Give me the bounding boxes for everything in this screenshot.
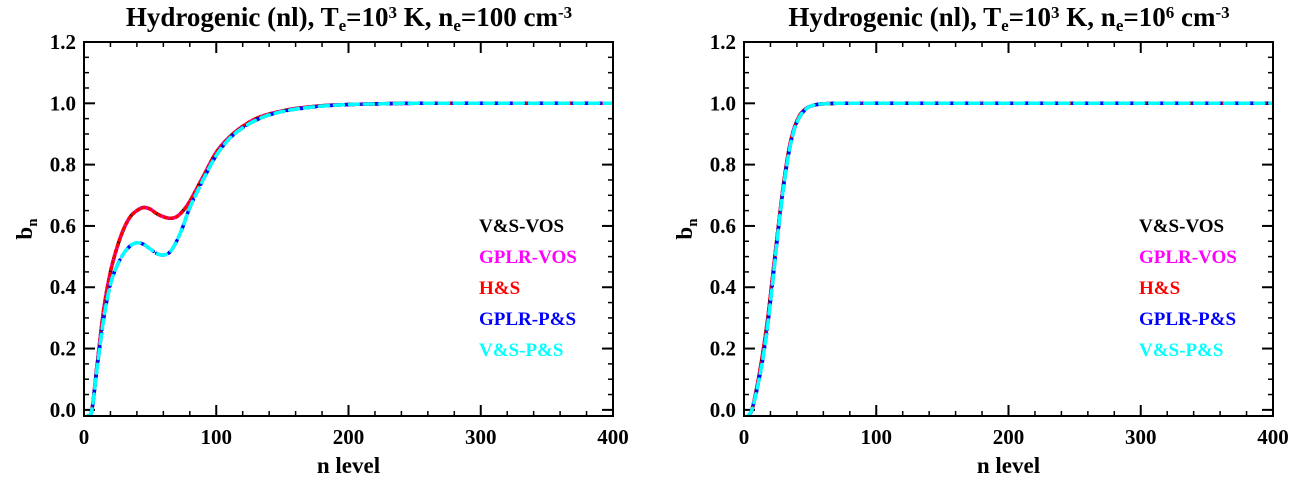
title-text: =10: [1009, 2, 1051, 32]
legend-entry: GPLR-P&S: [1139, 309, 1236, 330]
y-tick-label: 0.8: [50, 153, 76, 177]
y-tick-label: 0.6: [710, 214, 736, 238]
y-axis-label-main: b: [672, 227, 697, 240]
x-tick-label: 200: [993, 425, 1025, 449]
legend-entry: GPLR-VOS: [479, 247, 577, 268]
x-tick-label: 0: [739, 425, 750, 449]
x-tick-label: 200: [333, 425, 365, 449]
legend-entry: V&S-P&S: [1139, 340, 1223, 361]
title-superscript: -3: [1216, 3, 1230, 22]
title-text: =10: [346, 2, 388, 32]
chart-title: Hydrogenic (nl), Te=103 K, ne=100 cm-3: [126, 2, 572, 35]
series-line-v-s-p-s: [86, 101, 613, 416]
legend-entry: H&S: [479, 278, 520, 299]
title-text: =100 cm: [461, 2, 559, 32]
y-axis-label-subscript: n: [685, 218, 701, 227]
x-axis-label: n level: [977, 453, 1040, 478]
title-text: Hydrogenic (nl), T: [788, 2, 1001, 32]
chart-title: Hydrogenic (nl), Te=103 K, ne=106 cm-3: [788, 2, 1229, 35]
y-tick-label: 0.4: [710, 275, 737, 299]
x-tick-label: 400: [597, 425, 629, 449]
chart-2: Hydrogenic (nl), Te=103 K, ne=106 cm-30 1…: [672, 2, 1289, 478]
x-tick-label: 0: [79, 425, 90, 449]
title-superscript: 3: [1051, 3, 1060, 22]
x-tick-label: 400: [1257, 425, 1289, 449]
y-tick-label: 0.2: [50, 337, 76, 361]
y-tick-label: 0.4: [50, 275, 77, 299]
series-group: [86, 101, 613, 416]
title-superscript: 6: [1166, 3, 1175, 22]
title-subscript: e: [339, 16, 347, 35]
plot-frame: [743, 41, 1274, 417]
chart-1: Hydrogenic (nl), Te=103 K, ne=100 cm-30 1…: [12, 2, 629, 478]
title-subscript: e: [453, 16, 461, 35]
x-tick-label: 100: [861, 425, 893, 449]
legend: V&S-VOS GPLR-VOS H&S GPLR-P&S V&S-P&S: [479, 216, 577, 361]
x-tick-label: 100: [201, 425, 233, 449]
y-tick-label: 0.2: [710, 337, 736, 361]
y-axis-label-subscript: n: [25, 218, 41, 227]
x-axis-label: n level: [317, 453, 380, 478]
title-text: K, n: [1060, 2, 1116, 32]
legend: V&S-VOS GPLR-VOS H&S GPLR-P&S V&S-P&S: [1139, 216, 1237, 361]
legend-entry: GPLR-P&S: [479, 309, 576, 330]
y-axis-label-main: b: [12, 227, 37, 240]
y-tick-label: 1.2: [710, 30, 736, 54]
legend-entry: V&S-VOS: [1139, 216, 1224, 237]
title-subscript: e: [1001, 16, 1009, 35]
series-line-v-s-p-s: [746, 101, 1273, 416]
legend-entry: H&S: [1139, 278, 1180, 299]
y-axis-label: bn: [672, 218, 701, 240]
y-tick-label: 1.0: [50, 91, 76, 115]
title-superscript: -3: [558, 3, 572, 22]
x-tick-label: 300: [1125, 425, 1157, 449]
legend-entry: V&S-VOS: [479, 216, 564, 237]
y-tick-label: 0.0: [50, 398, 76, 422]
x-tick-label: 300: [465, 425, 497, 449]
title-superscript: 3: [389, 3, 398, 22]
y-tick-label: 1.2: [50, 30, 76, 54]
y-axis-label: bn: [12, 218, 41, 240]
plot-frame: [83, 41, 614, 417]
legend-entry: V&S-P&S: [479, 340, 563, 361]
series-group: [746, 101, 1273, 416]
title-text: Hydrogenic (nl), T: [126, 2, 339, 32]
title-text: =10: [1123, 2, 1165, 32]
y-tick-label: 0.6: [50, 214, 76, 238]
title-text: K, n: [397, 2, 453, 32]
title-text: cm: [1174, 2, 1216, 32]
y-tick-label: 0.0: [710, 398, 736, 422]
y-tick-label: 0.8: [710, 153, 736, 177]
title-subscript: e: [1116, 16, 1124, 35]
legend-entry: GPLR-VOS: [1139, 247, 1237, 268]
y-tick-label: 1.0: [710, 91, 736, 115]
